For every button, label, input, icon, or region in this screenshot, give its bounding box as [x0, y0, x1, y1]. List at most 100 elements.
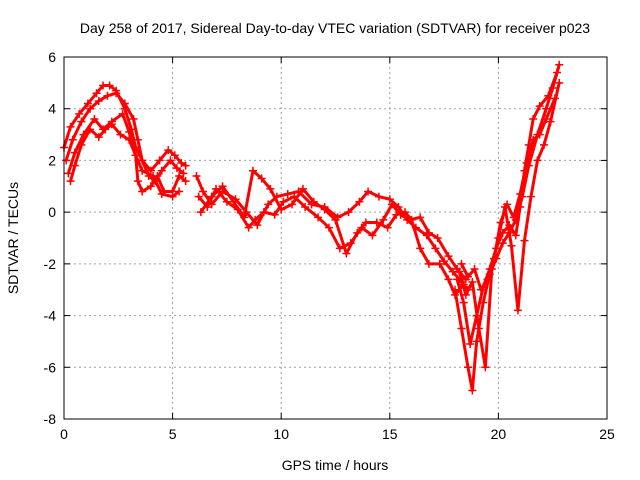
data-point-marker — [75, 109, 84, 118]
data-point-marker — [92, 89, 101, 98]
data-point-marker — [164, 146, 173, 155]
data-point-marker — [253, 221, 262, 230]
data-point-marker — [157, 166, 166, 175]
data-point-marker — [266, 184, 275, 193]
data-point-marker — [550, 94, 559, 103]
data-point-marker — [546, 117, 555, 126]
data-point-marker — [364, 187, 373, 196]
y-tick-label: 4 — [48, 101, 56, 117]
data-point-marker — [94, 133, 103, 142]
data-point-marker — [259, 208, 268, 217]
series-trace — [197, 187, 468, 281]
y-tick-label: 6 — [48, 49, 56, 65]
data-point-marker — [192, 171, 201, 180]
x-tick-label: 20 — [491, 426, 507, 442]
data-point-marker — [83, 99, 92, 108]
data-point-marker — [459, 298, 468, 307]
data-point-marker — [149, 171, 158, 180]
data-point-marker — [270, 210, 279, 219]
data-point-marker — [181, 161, 190, 170]
data-point-marker — [355, 197, 364, 206]
data-point-marker — [372, 218, 381, 227]
data-point-marker — [468, 277, 477, 286]
data-point-marker — [86, 125, 95, 134]
data-point-marker — [457, 259, 466, 268]
data-point-marker — [138, 156, 147, 165]
data-point-marker — [229, 197, 238, 206]
chart-title: Day 258 of 2017, Sidereal Day-to-day VTE… — [80, 20, 590, 36]
data-point-marker — [472, 337, 481, 346]
data-point-marker — [401, 208, 410, 217]
series-track-b — [62, 89, 188, 186]
data-point-marker — [175, 187, 184, 196]
data-point-marker — [516, 190, 525, 199]
data-point-marker — [175, 171, 184, 180]
data-point-marker — [101, 125, 110, 134]
data-point-marker — [94, 96, 103, 105]
data-point-marker — [444, 275, 453, 284]
data-point-marker — [298, 184, 307, 193]
series-trace — [194, 174, 470, 292]
y-tick-label: -6 — [44, 359, 57, 375]
data-point-marker — [450, 285, 459, 294]
data-point-marker — [324, 223, 333, 232]
series-track-d — [66, 120, 184, 201]
data-point-marker — [424, 259, 433, 268]
data-point-marker — [383, 223, 392, 232]
data-point-marker — [463, 363, 472, 372]
data-point-marker — [86, 104, 95, 113]
data-point-marker — [466, 340, 475, 349]
data-point-marker — [481, 363, 490, 372]
data-point-marker — [468, 386, 477, 395]
data-point-marker — [105, 81, 114, 90]
data-point-marker — [453, 275, 462, 284]
data-point-marker — [342, 249, 351, 258]
data-point-marker — [166, 156, 175, 165]
data-point-marker — [170, 151, 179, 160]
series-trace — [62, 83, 188, 173]
data-point-marker — [542, 115, 551, 124]
y-tick-label: 2 — [48, 152, 56, 168]
data-point-marker — [125, 135, 134, 144]
data-point-marker — [279, 197, 288, 206]
series-track-j — [455, 78, 564, 372]
data-point-marker — [146, 182, 155, 191]
data-point-marker — [112, 89, 121, 98]
data-point-marker — [331, 215, 340, 224]
series-trace — [199, 169, 466, 297]
data-point-marker — [168, 192, 177, 201]
data-point-marker — [416, 213, 425, 222]
series-trace — [457, 81, 561, 369]
data-point-marker — [535, 130, 544, 139]
data-point-marker — [64, 169, 73, 178]
data-point-marker — [194, 192, 203, 201]
plot-frame — [63, 56, 608, 420]
data-point-marker — [522, 159, 531, 168]
data-point-marker — [129, 115, 138, 124]
data-point-marker — [309, 197, 318, 206]
data-point-marker — [483, 275, 492, 284]
data-point-marker — [353, 228, 362, 237]
series-track-g — [196, 166, 468, 299]
y-tick-label: 0 — [48, 204, 56, 220]
data-point-marker — [387, 200, 396, 209]
data-point-marker — [125, 127, 134, 136]
data-point-marker — [544, 91, 553, 100]
data-point-marker — [540, 140, 549, 149]
data-point-marker — [138, 187, 147, 196]
data-point-marker — [407, 215, 416, 224]
data-point-marker — [511, 231, 520, 240]
data-point-marker — [498, 239, 507, 248]
data-point-marker — [507, 241, 516, 250]
data-point-marker — [207, 192, 216, 201]
data-point-marker — [116, 130, 125, 139]
data-point-marker — [244, 223, 253, 232]
tick-labels-layer: 0 5 10 15 20 25 -8 -6 -4 -2 0 2 4 6 — [44, 49, 615, 442]
data-point-marker — [251, 215, 260, 224]
data-point-marker — [433, 234, 442, 242]
data-point-marker — [301, 202, 310, 211]
data-point-marker — [179, 169, 188, 178]
data-point-marker — [199, 187, 208, 196]
data-point-marker — [461, 290, 470, 299]
